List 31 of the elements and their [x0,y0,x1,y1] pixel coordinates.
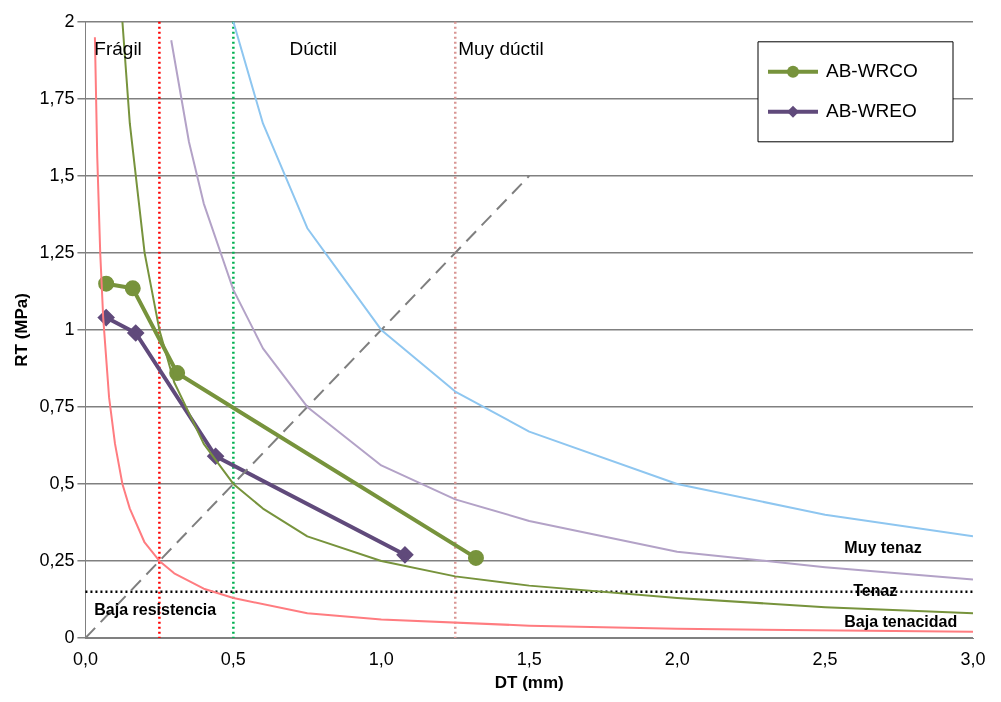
x-axis-title: DT (mm) [494,673,564,693]
y-tick-label: 1,75 [39,87,75,108]
annotation: Baja tenacidad [844,613,958,630]
annotation: Dúctil [289,37,338,59]
point [467,549,484,566]
x-tick-label: 1,5 [516,648,542,669]
y-tick-label: 0 [64,626,75,647]
y-tick-label: 0,25 [39,549,75,570]
y-tick-label: 1 [64,318,75,339]
annotation: Tenaz [853,582,898,600]
y-tick-label: 0,75 [39,395,75,416]
point [127,324,144,341]
y-tick-label: 1,5 [49,164,75,185]
point [169,365,186,382]
point [396,546,413,563]
y-tick-label: 1,25 [39,241,75,262]
y-axis-title: RT (MPa) [11,293,31,367]
legend-label: AB-WREO [826,100,917,122]
y-tick-label: 0,5 [49,472,75,493]
y-tick-label: 2 [64,10,75,31]
x-tick-label: 0,5 [220,648,246,669]
x-tick-label: 0,0 [72,648,98,669]
x-tick-label: 2,5 [812,648,838,669]
annotation: Baja resistencia [94,600,217,618]
annotation: Muy dúctil [458,37,544,59]
annotation: Muy tenaz [844,539,922,557]
legend-label: AB-WRCO [826,60,918,82]
x-tick-label: 3,0 [960,648,986,669]
x-tick-label: 1,0 [368,648,394,669]
x-tick-label: 2,0 [664,648,690,669]
point [124,280,141,297]
